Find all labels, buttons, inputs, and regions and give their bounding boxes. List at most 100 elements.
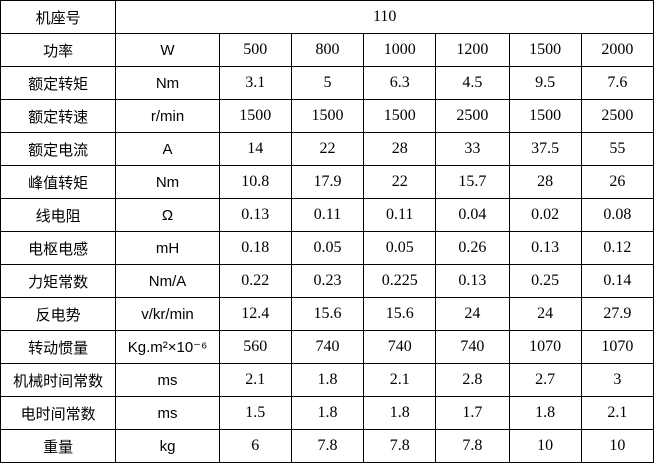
cell-value: 2.8 [435,363,510,397]
cell-value: 1500 [218,99,292,133]
cell-value: 7.6 [580,66,654,100]
cell-value: 3.1 [218,66,292,100]
cell-value: 22 [290,132,365,166]
cell-value: 37.5 [508,132,582,166]
cell-value: 9.5 [508,66,582,100]
cell-value: 560 [218,330,292,364]
row-label-torque-constant: 力矩常数 [0,264,117,298]
cell-value: 7.8 [290,429,365,463]
table-row-weight: 重量 kg 6 7.8 7.8 7.8 10 10 [0,429,654,463]
cell-value: 0.13 [508,231,582,265]
cell-value: 1.8 [290,396,365,430]
row-unit: Nm/A [115,264,220,298]
row-label-line-resistance: 线电阻 [0,198,117,232]
cell-value: 4.5 [435,66,510,100]
cell-value: 28 [363,132,437,166]
cell-value: 0.11 [290,198,365,232]
row-unit: ms [115,396,220,430]
table-row-back-emf: 反电势 v/kr/min 12.4 15.6 15.6 24 24 27.9 [0,297,654,331]
cell-value: 6.3 [363,66,437,100]
table-row-rated-current: 额定电流 A 14 22 28 33 37.5 55 [0,132,654,166]
table-row-line-resistance: 线电阻 Ω 0.13 0.11 0.11 0.04 0.02 0.08 [0,198,654,232]
cell-value: 0.25 [508,264,582,298]
row-label-weight: 重量 [0,429,117,463]
row-label-electrical-time-constant: 电时间常数 [0,396,117,430]
cell-value: 12.4 [218,297,292,331]
cell-value: 55 [580,132,654,166]
cell-value: 1500 [508,33,582,67]
cell-value: 28 [508,165,582,199]
cell-value: 1.8 [508,396,582,430]
cell-value: 0.05 [363,231,437,265]
cell-value: 2500 [435,99,510,133]
table-row-rated-torque: 额定转矩 Nm 3.1 5 6.3 4.5 9.5 7.6 [0,66,654,100]
cell-value: 0.11 [363,198,437,232]
cell-value: 14 [218,132,292,166]
table-row-mechanical-time-constant: 机械时间常数 ms 2.1 1.8 2.1 2.8 2.7 3 [0,363,654,397]
cell-value: 0.13 [435,264,510,298]
cell-value: 22 [363,165,437,199]
row-label-mechanical-time-constant: 机械时间常数 [0,363,117,397]
table-row-armature-inductance: 电枢电感 mH 0.18 0.05 0.05 0.26 0.13 0.12 [0,231,654,265]
cell-value: 1500 [290,99,365,133]
cell-value: 1070 [580,330,654,364]
cell-value: 1.8 [363,396,437,430]
row-label-rated-current: 额定电流 [0,132,117,166]
row-label-rated-speed: 额定转速 [0,99,117,133]
cell-value: 15.6 [290,297,365,331]
row-label-power: 功率 [0,33,117,67]
cell-value: 500 [218,33,292,67]
cell-value: 17.9 [290,165,365,199]
cell-value: 15.7 [435,165,510,199]
row-unit: A [115,132,220,166]
cell-value: 1000 [363,33,437,67]
cell-value: 740 [290,330,365,364]
cell-value: 2.1 [580,396,654,430]
cell-value: 2000 [580,33,654,67]
row-unit: Ω [115,198,220,232]
table-row-rated-speed: 额定转速 r/min 1500 1500 1500 2500 1500 2500 [0,99,654,133]
cell-value: 0.04 [435,198,510,232]
table-row-peak-torque: 峰值转矩 Nm 10.8 17.9 22 15.7 28 26 [0,165,654,199]
cell-value: 10 [508,429,582,463]
cell-value: 800 [290,33,365,67]
cell-value: 7.8 [363,429,437,463]
cell-value: 0.02 [508,198,582,232]
cell-value: 1500 [363,99,437,133]
cell-value: 6 [218,429,292,463]
cell-value: 0.23 [290,264,365,298]
cell-value: 1070 [508,330,582,364]
cell-value: 7.8 [435,429,510,463]
row-unit: Kg.m²×10⁻⁶ [115,330,220,364]
cell-value: 0.05 [290,231,365,265]
row-label-frame-size: 机座号 [0,0,117,34]
cell-value: 0.08 [580,198,654,232]
row-unit: ms [115,363,220,397]
cell-value: 15.6 [363,297,437,331]
cell-value: 0.18 [218,231,292,265]
cell-value: 27.9 [580,297,654,331]
cell-value: 0.14 [580,264,654,298]
cell-value: 2500 [580,99,654,133]
cell-value: 0.13 [218,198,292,232]
cell-value: 2.1 [218,363,292,397]
cell-value: 2.1 [363,363,437,397]
row-unit: r/min [115,99,220,133]
cell-value: 10 [580,429,654,463]
cell-value: 26 [580,165,654,199]
row-unit: mH [115,231,220,265]
cell-value: 740 [435,330,510,364]
cell-value: 1.7 [435,396,510,430]
cell-value: 0.225 [363,264,437,298]
table-row-power: 功率 W 500 800 1000 1200 1500 2000 [0,33,654,67]
cell-value: 0.22 [218,264,292,298]
row-label-back-emf: 反电势 [0,297,117,331]
cell-value: 1.8 [290,363,365,397]
frame-size-value: 110 [115,0,654,34]
cell-value: 10.8 [218,165,292,199]
row-label-rated-torque: 额定转矩 [0,66,117,100]
row-unit: kg [115,429,220,463]
cell-value: 0.12 [580,231,654,265]
cell-value: 3 [580,363,654,397]
cell-value: 1500 [508,99,582,133]
